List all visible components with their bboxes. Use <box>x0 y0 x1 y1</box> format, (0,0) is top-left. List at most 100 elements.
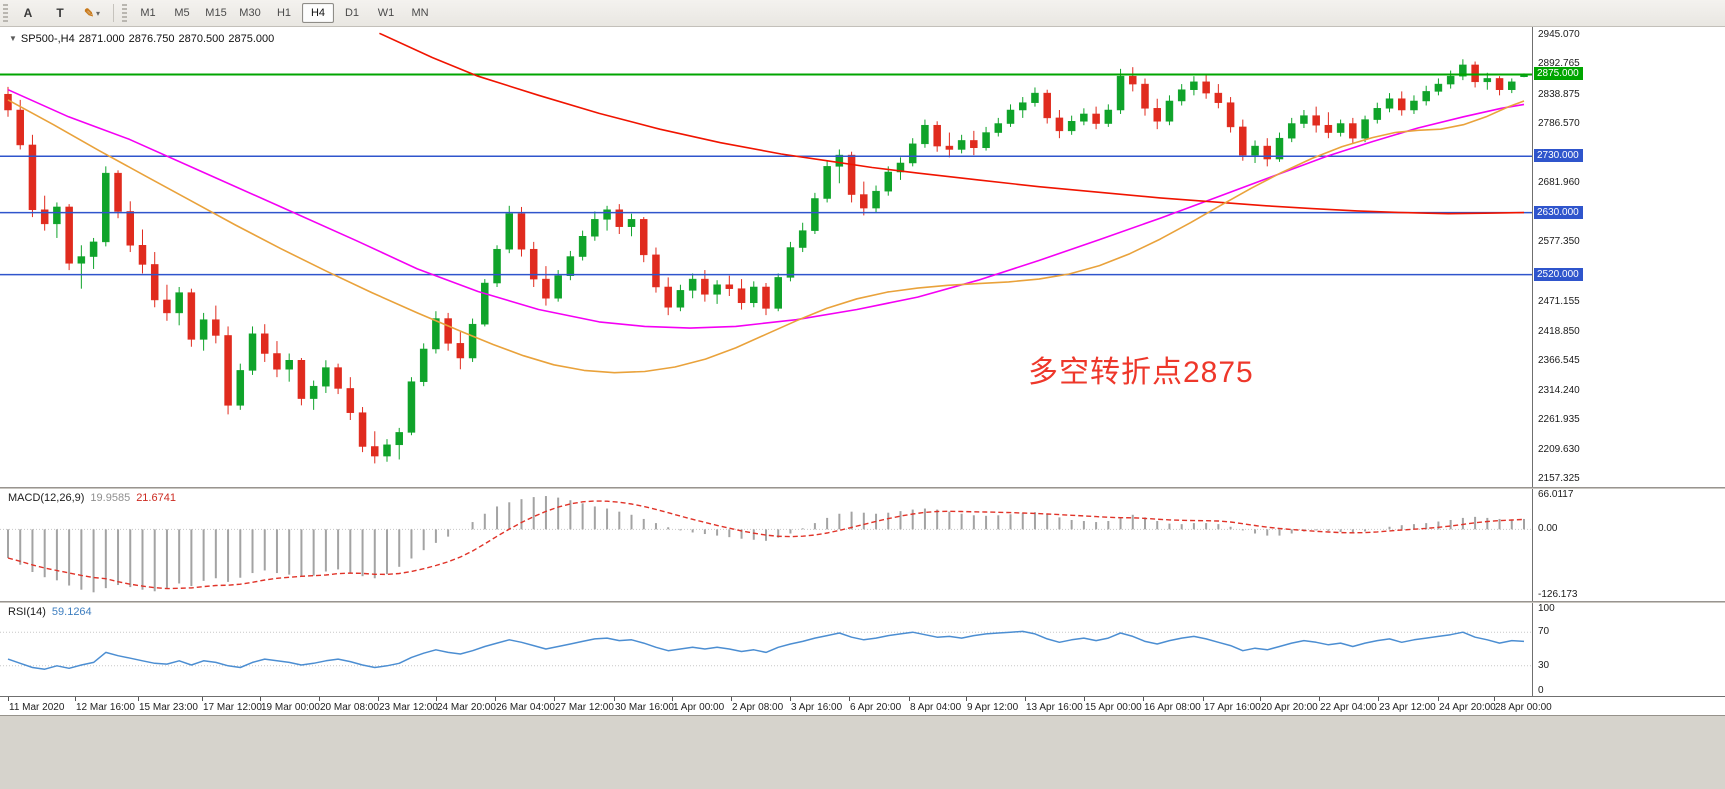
toolbar-separator <box>113 4 114 22</box>
time-tick <box>554 697 555 701</box>
time-axis: 11 Mar 2020 12 Mar 16:00 15 Mar 23:00 17 Ma… <box>0 696 1725 715</box>
time-tick <box>1378 697 1379 701</box>
rsi-plot <box>0 630 1532 670</box>
time-tick <box>8 697 9 701</box>
time-tick <box>260 697 261 701</box>
price-axis-label: 2418.850 <box>1538 326 1580 337</box>
time-tick <box>1203 697 1204 701</box>
time-tick <box>909 697 910 701</box>
time-axis-label: 8 Apr 04:00 <box>910 702 962 713</box>
timeframe-button-m15[interactable]: M15 <box>205 7 227 19</box>
time-axis-label: 28 Apr 00:00 <box>1495 702 1552 713</box>
moving-average <box>379 32 1525 215</box>
macd-signal-line <box>7 500 1525 590</box>
time-tick <box>1143 697 1144 701</box>
high-value: 2876.750 <box>128 33 175 45</box>
time-axis-label: 20 Mar 08:00 <box>320 702 379 713</box>
timeframe-button-m30[interactable]: M30 <box>239 7 261 19</box>
open-value: 2871.000 <box>78 33 125 45</box>
colors-tool-button[interactable]: ✎ ▾ <box>77 2 107 24</box>
time-axis-label: 3 Apr 16:00 <box>791 702 843 713</box>
rsi-axis-label: 30 <box>1538 660 1550 671</box>
time-tick <box>1438 697 1439 701</box>
price-axis-label: 2209.630 <box>1538 444 1580 455</box>
panel-splitter[interactable] <box>0 601 1725 603</box>
price-axis-label: 2681.960 <box>1538 177 1580 188</box>
macd-histogram <box>7 496 1525 593</box>
time-axis-label: 16 Apr 08:00 <box>1144 702 1201 713</box>
timeframe-button-d1[interactable]: D1 <box>344 7 360 19</box>
timeframe-button-mn[interactable]: MN <box>411 7 429 19</box>
candlestick-chart[interactable] <box>0 27 1532 487</box>
macd-main-value: 19.9585 <box>90 492 131 504</box>
toolbar-grip[interactable] <box>3 4 8 22</box>
text-tool-button[interactable]: T <box>45 2 75 24</box>
price-badge: 2730.000 <box>1534 149 1583 162</box>
cursor-tool-button[interactable]: A <box>13 2 43 24</box>
time-axis-label: 17 Apr 16:00 <box>1204 702 1261 713</box>
time-tick <box>614 697 615 701</box>
colors-tool-button-icon: ✎ <box>83 6 95 20</box>
macd-indicator-name: MACD(12,26,9) <box>8 492 85 504</box>
price-badge: 2630.000 <box>1534 206 1583 219</box>
price-axis-label: 2261.935 <box>1538 414 1580 425</box>
price-axis-label: 2157.325 <box>1538 473 1580 484</box>
timeframe-button-w1[interactable]: W1 <box>377 7 395 19</box>
main-chart-panel: 2945.070 2892.765 2838.875 2786.570 2681.960… <box>0 27 1725 487</box>
time-axis-label: 15 Mar 23:00 <box>139 702 198 713</box>
toolbar: A T ✎ ▾ M1 M5 M15 M30 H1 H4 D1 W1 MN <box>0 0 1725 27</box>
time-tick <box>436 697 437 701</box>
chart-annotation: 多空转折点2875 <box>1028 356 1254 389</box>
time-tick <box>966 697 967 701</box>
rsi-value: 59.1264 <box>51 606 92 618</box>
macd-axis-label: 66.0117 <box>1538 489 1574 500</box>
macd-label: MACD(12,26,9) 19.9585 21.6741 <box>8 492 176 504</box>
dropdown-caret-icon: ▾ <box>96 8 101 18</box>
panel-splitter[interactable] <box>0 487 1725 489</box>
rsi-axis-label: 100 <box>1538 603 1555 614</box>
symbol-dropdown-icon[interactable]: ▼ <box>9 34 17 43</box>
macd-plot <box>0 496 1532 593</box>
close-value: 2875.000 <box>228 33 275 45</box>
toolbar-grip[interactable] <box>122 4 127 22</box>
price-axis-label: 2892.765 <box>1538 58 1580 69</box>
timeframe-button-m5[interactable]: M5 <box>174 7 190 19</box>
time-axis-label: 23 Mar 12:00 <box>379 702 438 713</box>
timeframe-button-h1[interactable]: H1 <box>276 7 292 19</box>
cursor-tool-button-icon: A <box>23 6 33 20</box>
time-axis-label: 24 Mar 20:00 <box>437 702 496 713</box>
chart-title: ▼ SP500-,H4 2871.000 2876.750 2870.500 2875.0… <box>9 33 278 45</box>
price-axis-label: 2366.545 <box>1538 355 1580 366</box>
low-value: 2870.500 <box>178 33 225 45</box>
time-axis-label: 24 Apr 20:00 <box>1439 702 1496 713</box>
price-axis-label: 2786.570 <box>1538 118 1580 129</box>
time-axis-label: 19 Mar 00:00 <box>261 702 320 713</box>
time-tick <box>495 697 496 701</box>
time-tick <box>75 697 76 701</box>
time-axis-label: 27 Mar 12:00 <box>555 702 614 713</box>
time-axis-label: 15 Apr 00:00 <box>1085 702 1142 713</box>
time-axis-label: 12 Mar 16:00 <box>76 702 135 713</box>
time-tick <box>1260 697 1261 701</box>
time-tick <box>790 697 791 701</box>
timeframe-toolbar: M1 M5 M15 M30 H1 H4 D1 W1 MN <box>131 3 437 23</box>
time-axis-label: 26 Mar 04:00 <box>496 702 555 713</box>
time-axis-label: 11 Mar 2020 <box>9 702 65 713</box>
timeframe-button-h4[interactable]: H4 <box>302 3 334 23</box>
rsi-axis-label: 70 <box>1538 626 1550 637</box>
time-tick <box>1084 697 1085 701</box>
rsi-panel: 100 70 30 0 RSI(14) 59.1264 <box>0 603 1725 696</box>
price-axis-label: 2577.350 <box>1538 236 1580 247</box>
price-axis-label: 2314.240 <box>1538 385 1580 396</box>
time-axis-label: 9 Apr 12:00 <box>967 702 1019 713</box>
time-axis-label: 6 Apr 20:00 <box>850 702 902 713</box>
timeframe-button-m1[interactable]: M1 <box>140 7 156 19</box>
rsi-indicator-name: RSI(14) <box>8 606 46 618</box>
time-tick <box>1025 697 1026 701</box>
macd-axis: 66.0117 0.00 -126.173 <box>1532 489 1725 601</box>
macd-axis-label: -126.173 <box>1538 589 1578 600</box>
price-axis-label: 2945.070 <box>1538 29 1580 40</box>
price-axis: 2945.070 2892.765 2838.875 2786.570 2681.960… <box>1532 27 1725 487</box>
time-axis-label: 17 Mar 12:00 <box>203 702 262 713</box>
